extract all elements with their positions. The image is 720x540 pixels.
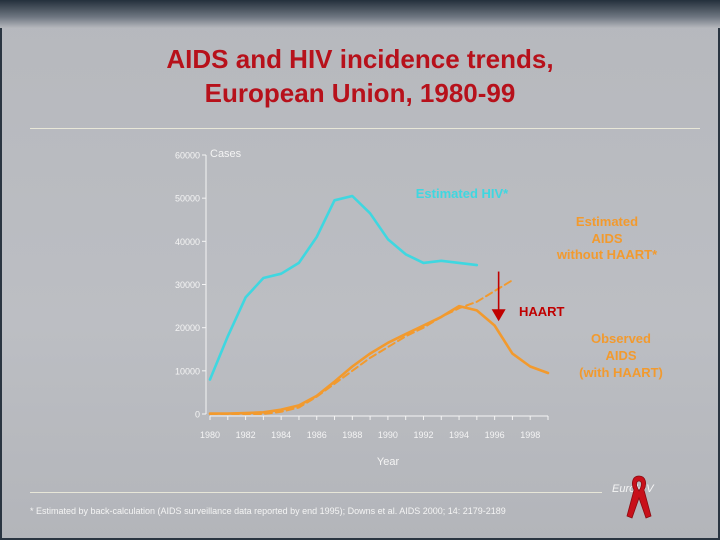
annotation-observed-aids-line-3: (with HAART): [579, 365, 663, 380]
x-tick-label: 1990: [378, 430, 398, 440]
title-line-1: AIDS and HIV incidence trends,: [166, 44, 554, 74]
x-tick-label: 1998: [520, 430, 540, 440]
haart-arrow: [491, 271, 506, 322]
annotation-observed-aids-line-2: AIDS: [605, 348, 636, 363]
y-tick-label: 30000: [175, 280, 200, 290]
y-tick-label: 20000: [175, 323, 200, 333]
haart-arrow-head: [491, 309, 506, 322]
annotation-estimated-aids-line-1: Estimated: [576, 214, 638, 229]
footnote: * Estimated by back-calculation (AIDS su…: [30, 506, 506, 516]
y-axis-label: Cases: [210, 148, 242, 160]
annotation-observed-aids-line-1: Observed: [591, 331, 651, 346]
annotation-estimated-hiv: Estimated HIV*: [416, 186, 509, 201]
x-axis-label: Year: [377, 456, 400, 468]
title-divider: [30, 128, 700, 129]
chart-series: [208, 194, 550, 415]
x-tick-label: 1992: [413, 430, 433, 440]
x-tick-label: 1984: [271, 430, 291, 440]
title-line-2: European Union, 1980-99: [204, 78, 516, 108]
x-tick-label: 1986: [307, 430, 327, 440]
series-line-estimated-hiv: [208, 194, 479, 381]
x-tick-label: 1988: [342, 430, 362, 440]
y-tick-label: 60000: [175, 151, 200, 161]
red-ribbon-icon: [626, 475, 652, 519]
annotation-estimated-aids-line-3: without HAART*: [556, 247, 658, 262]
annotation-estimated-aids: Estimated AIDS without HAART*: [556, 214, 658, 262]
annotation-haart: HAART: [519, 304, 565, 319]
y-tick-label: 40000: [175, 237, 200, 247]
x-tick-label: 1980: [200, 430, 220, 440]
y-tick-label: 50000: [175, 194, 200, 204]
series-line-observed-aids-with-haart: [208, 304, 550, 415]
slide-title: AIDS and HIV incidence trends, European …: [40, 42, 680, 110]
series-line-estimated-aids-without-haart: [209, 279, 514, 415]
annotation-estimated-aids-line-2: AIDS: [591, 231, 622, 246]
footer-divider: [30, 492, 602, 493]
x-tick-label: 1982: [236, 430, 256, 440]
y-tick-label: 10000: [175, 366, 200, 376]
y-tick-label: 0: [195, 410, 200, 420]
chart-axes: 0 10000 20000 30000 40000 50000 60000 1980 1982 1…: [175, 151, 549, 440]
annotation-observed-aids: Observed AIDS (with HAART): [579, 331, 663, 380]
x-tick-label: 1996: [485, 430, 505, 440]
x-tick-label: 1994: [449, 430, 469, 440]
